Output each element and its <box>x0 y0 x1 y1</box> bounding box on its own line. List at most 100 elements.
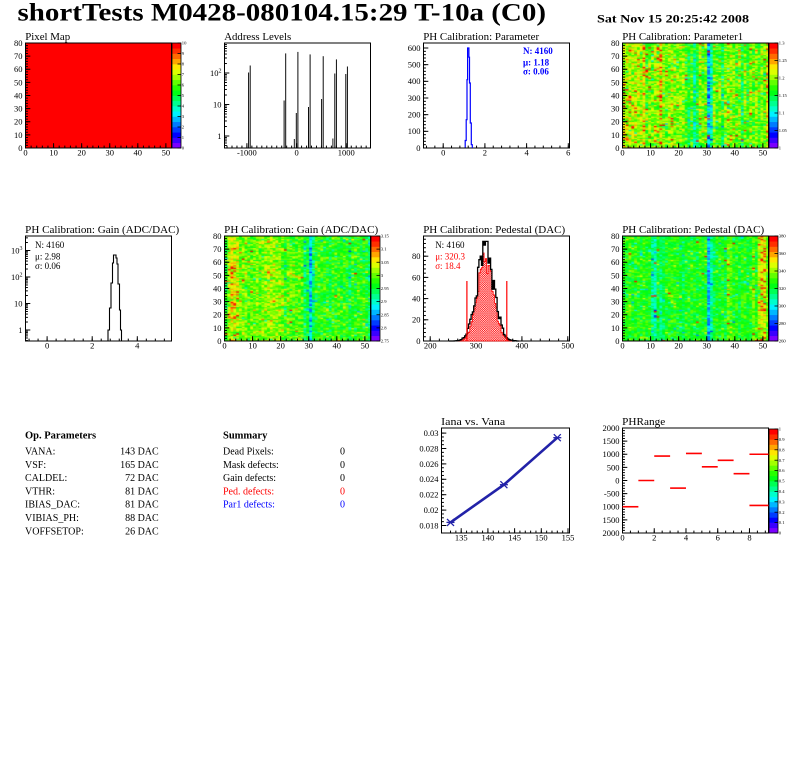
svg-text:1000: 1000 <box>338 148 355 158</box>
svg-text:CALDEL:: CALDEL: <box>25 473 67 484</box>
svg-text:0.3: 0.3 <box>779 499 785 504</box>
svg-text:N: 4160: N: 4160 <box>435 240 465 250</box>
svg-text:VSF:: VSF: <box>25 460 46 471</box>
svg-text:9: 9 <box>182 51 185 56</box>
svg-text:340: 340 <box>779 269 787 274</box>
svg-text:50: 50 <box>213 270 222 280</box>
svg-text:Iana vs. Vana: Iana vs. Vana <box>441 416 505 428</box>
svg-text:40: 40 <box>412 294 421 304</box>
svg-text:400: 400 <box>516 341 529 351</box>
svg-text:0: 0 <box>217 336 221 346</box>
svg-text:PH Calibration: Pedestal (DAC): PH Calibration: Pedestal (DAC) <box>423 224 565 236</box>
svg-text:2.8: 2.8 <box>381 325 387 330</box>
svg-text:20: 20 <box>674 341 683 351</box>
svg-text:143 DAC: 143 DAC <box>120 447 159 458</box>
svg-text:5: 5 <box>182 93 185 98</box>
svg-text:40: 40 <box>213 283 222 293</box>
svg-text:7: 7 <box>182 72 185 77</box>
svg-text:0: 0 <box>615 475 619 485</box>
svg-text:10: 10 <box>646 148 655 158</box>
svg-text:N: 4160: N: 4160 <box>35 240 65 250</box>
svg-text:0.028: 0.028 <box>419 443 438 453</box>
svg-text:N: 4160: N: 4160 <box>523 46 553 56</box>
svg-text:1: 1 <box>779 146 782 151</box>
svg-text:40: 40 <box>731 341 740 351</box>
svg-text:1500: 1500 <box>603 436 620 446</box>
svg-text:0: 0 <box>340 473 345 484</box>
svg-text:0: 0 <box>416 336 420 346</box>
svg-text:50: 50 <box>361 341 370 351</box>
svg-text:1.25: 1.25 <box>779 58 788 63</box>
svg-text:300: 300 <box>779 304 787 309</box>
svg-text:0.9: 0.9 <box>779 437 785 442</box>
svg-text:1: 1 <box>18 325 22 335</box>
svg-text:0: 0 <box>620 533 624 543</box>
svg-text:500: 500 <box>408 60 421 70</box>
svg-text:4: 4 <box>684 533 689 543</box>
svg-text:Dead Pixels:: Dead Pixels: <box>223 447 274 458</box>
svg-text:-500: -500 <box>604 489 620 499</box>
svg-text:0: 0 <box>222 341 226 351</box>
svg-text:0: 0 <box>620 341 624 351</box>
svg-text:40: 40 <box>333 341 342 351</box>
svg-text:100: 100 <box>408 126 421 136</box>
svg-text:σ: 18.4: σ: 18.4 <box>435 261 461 271</box>
svg-text:10: 10 <box>14 298 23 308</box>
svg-text:102: 102 <box>210 68 222 78</box>
svg-text:200: 200 <box>424 341 437 351</box>
svg-text:0.022: 0.022 <box>419 490 438 500</box>
svg-text:320: 320 <box>779 286 787 291</box>
svg-text:2.85: 2.85 <box>381 312 390 317</box>
svg-text:VTHR:: VTHR: <box>25 486 55 497</box>
svg-text:380: 380 <box>779 234 787 239</box>
svg-text:50: 50 <box>611 77 620 87</box>
svg-text:μ: 2.98: μ: 2.98 <box>35 252 61 262</box>
svg-text:1: 1 <box>217 131 221 141</box>
svg-text:σ: 0.06: σ: 0.06 <box>523 67 549 77</box>
svg-text:26 DAC: 26 DAC <box>125 526 159 537</box>
svg-text:1: 1 <box>182 135 185 140</box>
svg-text:30: 30 <box>611 297 620 307</box>
svg-text:200: 200 <box>408 110 421 120</box>
svg-text:40: 40 <box>731 148 740 158</box>
svg-text:70: 70 <box>611 51 620 61</box>
svg-text:1500: 1500 <box>603 515 620 525</box>
svg-text:10: 10 <box>611 130 620 140</box>
svg-text:0.6: 0.6 <box>779 468 785 473</box>
svg-text:1.3: 1.3 <box>779 41 785 46</box>
svg-text:135: 135 <box>455 533 468 543</box>
svg-text:360: 360 <box>779 251 787 256</box>
svg-text:0: 0 <box>45 341 49 351</box>
svg-text:165 DAC: 165 DAC <box>120 460 159 471</box>
svg-text:30: 30 <box>304 341 313 351</box>
svg-text:0.7: 0.7 <box>779 458 785 463</box>
svg-text:10: 10 <box>248 341 257 351</box>
svg-text:81 DAC: 81 DAC <box>125 486 159 497</box>
svg-text:PH Calibration: Pedestal (DAC): PH Calibration: Pedestal (DAC) <box>622 224 764 236</box>
svg-text:0: 0 <box>340 486 345 497</box>
svg-text:80: 80 <box>213 231 222 241</box>
svg-text:260: 260 <box>779 339 787 344</box>
svg-text:20: 20 <box>611 117 620 127</box>
svg-text:Summary: Summary <box>223 431 268 442</box>
svg-text:0.2: 0.2 <box>779 510 785 515</box>
svg-text:10: 10 <box>213 323 222 333</box>
svg-text:60: 60 <box>213 257 222 267</box>
svg-text:0: 0 <box>340 447 345 458</box>
svg-text:Gain defects:: Gain defects: <box>223 473 276 484</box>
svg-text:Par1 defects:: Par1 defects: <box>223 500 275 511</box>
svg-text:40: 40 <box>611 283 620 293</box>
svg-text:0.4: 0.4 <box>779 489 785 494</box>
svg-text:-1000: -1000 <box>237 148 257 158</box>
svg-text:0: 0 <box>182 146 185 151</box>
svg-text:0: 0 <box>779 531 782 536</box>
svg-text:2: 2 <box>90 341 94 351</box>
svg-text:70: 70 <box>611 244 620 254</box>
svg-text:155: 155 <box>562 533 575 543</box>
svg-text:81 DAC: 81 DAC <box>125 500 159 511</box>
svg-text:0: 0 <box>620 148 624 158</box>
svg-text:60: 60 <box>611 257 620 267</box>
svg-text:30: 30 <box>105 148 114 158</box>
svg-text:VANA:: VANA: <box>25 447 55 458</box>
svg-text:0: 0 <box>340 500 345 511</box>
